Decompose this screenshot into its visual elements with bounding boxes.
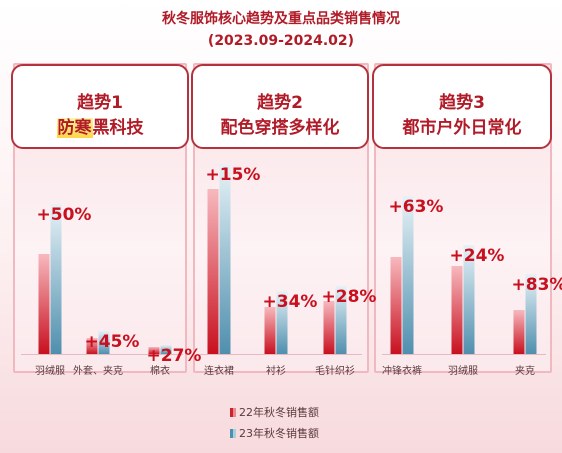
- category-label: 羽绒服: [35, 364, 65, 377]
- bar-22: [264, 307, 276, 354]
- category-label: 衬衫: [266, 364, 286, 377]
- bar-22: [207, 189, 219, 354]
- bar-22: [513, 310, 525, 354]
- legend-label-23: 23年秋冬销售额: [239, 427, 319, 440]
- bar-23: [402, 196, 414, 354]
- bar-23: [160, 345, 172, 354]
- growth-label: +50%: [37, 205, 92, 225]
- growth-label: +34%: [263, 292, 318, 312]
- bar-23: [50, 204, 62, 354]
- bar-22: [38, 254, 50, 354]
- legend-item-23: 23年秋冬销售额: [230, 425, 319, 441]
- category-label: 毛针织衫: [315, 364, 355, 377]
- category-label: 棉衣: [150, 364, 170, 377]
- legend-swatch-23: [230, 429, 236, 438]
- bar-22: [148, 347, 160, 354]
- chart-subtitle: (2023.09-2024.02): [207, 33, 355, 49]
- bar-23: [525, 274, 537, 354]
- trend-2-label: 趋势2: [257, 93, 303, 113]
- category-label: 连衣裙: [204, 364, 234, 377]
- trend-3-title: 都市户外日常化: [402, 118, 522, 138]
- category-label: 夹克: [515, 364, 535, 377]
- bar-22: [451, 266, 463, 354]
- bar-22: [86, 338, 98, 354]
- growth-label: +83%: [512, 275, 562, 295]
- bar-23: [98, 331, 110, 354]
- category-label: 冲锋衣裤: [382, 364, 422, 377]
- bar-22: [323, 301, 335, 354]
- growth-label: +28%: [322, 287, 377, 307]
- trend-2-title: 配色穿搭多样化: [220, 118, 340, 138]
- trend-1-label: 趋势1: [77, 93, 123, 113]
- bar-22: [390, 257, 402, 354]
- growth-label: +27%: [147, 346, 202, 366]
- panel-head-trend-3: 趋势3 都市户外日常化: [372, 64, 552, 149]
- growth-label: +24%: [450, 246, 505, 266]
- legend-swatch-22: [230, 408, 236, 417]
- trend-1-highlight: 防寒: [56, 118, 93, 138]
- trend-1-title: 防寒黑科技: [13, 113, 187, 138]
- panel-head-trend-2: 趋势2 配色穿搭多样化: [191, 64, 369, 149]
- legend-item-22: 22年秋冬销售额: [230, 404, 319, 420]
- growth-label: +45%: [85, 332, 140, 352]
- trend-3-label: 趋势3: [439, 93, 485, 113]
- category-label: 外套、夹克: [73, 364, 123, 377]
- legend-label-22: 22年秋冬销售额: [239, 406, 319, 419]
- bar-23: [276, 291, 288, 354]
- bar-23: [219, 164, 231, 354]
- category-label: 羽绒服: [448, 364, 478, 377]
- trend-1-title-rest: 黑科技: [92, 118, 144, 138]
- bar-23: [463, 245, 475, 354]
- growth-label: +63%: [389, 197, 444, 217]
- panel-head-trend-1: 趋势1 防寒黑科技: [11, 64, 189, 149]
- growth-label: +15%: [206, 165, 261, 185]
- bar-23: [335, 286, 347, 354]
- chart-title: 秋冬服饰核心趋势及重点品类销售情况: [162, 11, 400, 27]
